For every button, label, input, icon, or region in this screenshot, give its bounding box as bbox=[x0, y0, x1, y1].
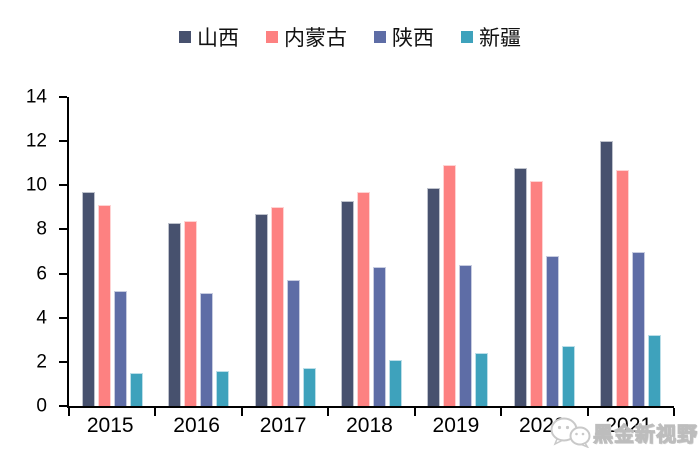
bar-neimenggu-2017 bbox=[270, 207, 284, 406]
y-tick-label-2: 2 bbox=[36, 351, 47, 373]
watermark-text: 黑金新视野 bbox=[593, 423, 698, 446]
y-tick-mark bbox=[59, 316, 67, 319]
legend-swatch-xinjiang bbox=[461, 31, 473, 43]
y-tick-label-12: 12 bbox=[25, 130, 47, 152]
y-tick-label-8: 8 bbox=[36, 218, 47, 240]
y-tick-label-0: 0 bbox=[36, 395, 47, 417]
bar-xinjiang-2018 bbox=[388, 359, 402, 406]
y-tick-mark bbox=[59, 184, 67, 187]
y-tick-mark bbox=[59, 140, 67, 143]
bar-neimenggu-2020 bbox=[529, 180, 543, 406]
bar-neimenggu-2021 bbox=[616, 169, 630, 406]
x-axis-labels: 2015 2016 2017 2018 2019 2020 2021 bbox=[67, 414, 672, 438]
bar-xinjiang-2016 bbox=[216, 370, 230, 406]
x-tick-mark bbox=[413, 408, 416, 416]
bar-shaanxi-2015 bbox=[113, 291, 127, 406]
legend-swatch-neimenggu bbox=[266, 31, 278, 43]
bar-neimenggu-2019 bbox=[443, 165, 457, 406]
bar-shanxi-2015 bbox=[81, 191, 95, 406]
y-tick-mark bbox=[59, 228, 67, 231]
y-tick-label-4: 4 bbox=[36, 307, 47, 329]
wechat-icon bbox=[550, 417, 591, 448]
bar-shanxi-2019 bbox=[427, 187, 441, 406]
bar-group-2015 bbox=[69, 97, 155, 406]
bar-xinjiang-2020 bbox=[561, 346, 575, 406]
bar-shanxi-2020 bbox=[513, 167, 527, 406]
bar-group-2021 bbox=[588, 97, 674, 406]
x-tick-mark bbox=[240, 408, 243, 416]
y-tick-label-10: 10 bbox=[25, 174, 47, 196]
bar-shanxi-2021 bbox=[600, 141, 614, 406]
y-tick-mark bbox=[59, 360, 67, 363]
x-tick-label-2015: 2015 bbox=[86, 414, 134, 437]
bar-neimenggu-2018 bbox=[356, 191, 370, 406]
legend-item-neimenggu: 内蒙古 bbox=[266, 22, 347, 52]
legend-label-shaanxi: 陕西 bbox=[392, 27, 434, 50]
bar-group-2019 bbox=[415, 97, 501, 406]
x-tick-label-2018: 2018 bbox=[346, 414, 393, 437]
bar-shanxi-2018 bbox=[340, 200, 354, 406]
y-tick-mark bbox=[59, 96, 67, 98]
bar-shaanxi-2021 bbox=[632, 251, 646, 406]
bar-shanxi-2017 bbox=[254, 213, 268, 406]
y-tick-label-6: 6 bbox=[36, 263, 47, 285]
bars-container bbox=[69, 97, 674, 406]
x-tick-mark bbox=[68, 408, 70, 416]
bar-group-2018 bbox=[328, 97, 414, 406]
bar-shaanxi-2018 bbox=[372, 266, 386, 406]
x-tick-mark bbox=[673, 408, 675, 416]
bar-group-2016 bbox=[155, 97, 241, 406]
y-tick-mark bbox=[59, 405, 67, 407]
x-tick-mark bbox=[327, 408, 330, 416]
bar-shanxi-2016 bbox=[168, 222, 182, 406]
x-tick-label-2019: 2019 bbox=[432, 414, 480, 437]
bar-group-2020 bbox=[501, 97, 587, 406]
y-tick-mark bbox=[59, 272, 67, 275]
legend-item-shaanxi: 陕西 bbox=[374, 22, 434, 52]
x-tick-label-2021: 2021 bbox=[605, 414, 653, 437]
x-tick-label-2017: 2017 bbox=[259, 414, 307, 437]
legend-swatch-shanxi bbox=[179, 31, 191, 43]
legend-label-xinjiang: 新疆 bbox=[479, 27, 521, 50]
bar-xinjiang-2019 bbox=[475, 353, 489, 406]
bar-xinjiang-2021 bbox=[648, 335, 662, 406]
bar-xinjiang-2017 bbox=[302, 368, 316, 406]
y-axis-labels: 0 2 4 6 8 10 12 14 bbox=[0, 88, 57, 416]
bar-shaanxi-2017 bbox=[286, 280, 300, 406]
legend-item-xinjiang: 新疆 bbox=[461, 22, 521, 52]
watermark: 黑金新视野 bbox=[549, 416, 698, 448]
bar-xinjiang-2015 bbox=[129, 372, 143, 406]
legend-label-neimenggu: 内蒙古 bbox=[284, 27, 347, 50]
bar-group-2017 bbox=[242, 97, 328, 406]
bar-shaanxi-2020 bbox=[545, 255, 559, 406]
x-tick-label-2016: 2016 bbox=[173, 414, 220, 437]
x-tick-mark bbox=[154, 408, 157, 416]
legend-item-shanxi: 山西 bbox=[179, 22, 239, 52]
bar-shaanxi-2016 bbox=[200, 293, 214, 406]
y-tick-label-14: 14 bbox=[25, 86, 47, 108]
x-tick-mark bbox=[586, 408, 589, 416]
legend-label-shanxi: 山西 bbox=[197, 27, 239, 50]
legend-swatch-shaanxi bbox=[374, 31, 386, 43]
x-tick-mark bbox=[500, 408, 503, 416]
legend: 山西 内蒙古 陕西 新疆 bbox=[0, 22, 700, 52]
plot-area bbox=[59, 96, 675, 416]
bar-shaanxi-2019 bbox=[459, 264, 473, 406]
bar-neimenggu-2015 bbox=[97, 205, 111, 406]
bar-neimenggu-2016 bbox=[184, 220, 198, 406]
